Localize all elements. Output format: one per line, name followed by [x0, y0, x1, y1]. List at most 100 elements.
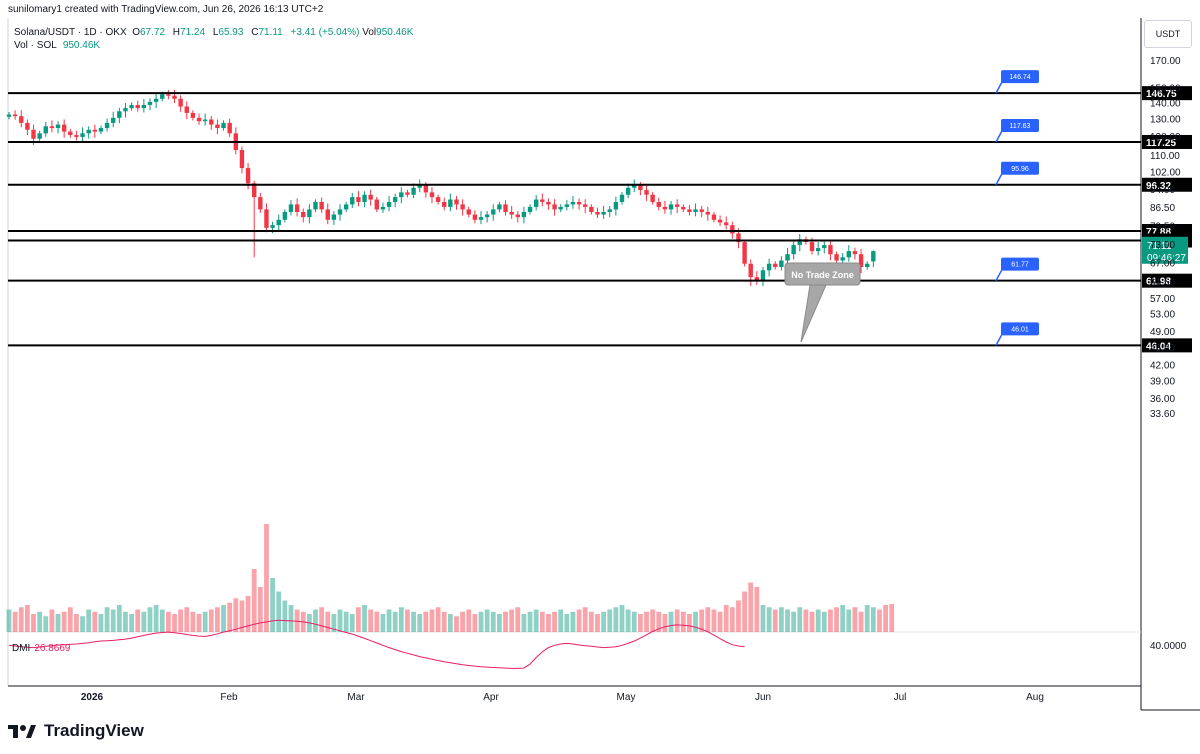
candle-body	[773, 263, 778, 268]
time-tick-label: Apr	[483, 692, 499, 703]
candle-body	[717, 219, 723, 223]
symbol-name[interactable]: Solana/USDT · 1D · OKX	[14, 27, 127, 38]
candle-body	[386, 201, 392, 207]
candle-body	[356, 197, 361, 202]
volume-bar	[497, 614, 502, 632]
price-tick-label: 150.00	[1150, 83, 1181, 94]
currency-button[interactable]: USDT	[1144, 20, 1192, 48]
volume-bar	[251, 569, 257, 632]
candle-body	[111, 117, 116, 123]
volume-bar	[337, 609, 343, 632]
candle-body	[822, 245, 827, 249]
open-value: 67.72	[139, 27, 166, 38]
candle-body	[705, 211, 711, 215]
volume-bar	[447, 614, 453, 632]
volume-bar	[748, 582, 754, 632]
volume-bar	[809, 611, 815, 632]
volume-bar	[172, 614, 177, 632]
volume-bar	[12, 611, 18, 632]
last-price-value: 71.11	[1147, 241, 1172, 252]
high-label: H	[172, 27, 181, 38]
volume-bar	[264, 524, 269, 632]
volume-bar	[490, 611, 496, 632]
level-price-label: 96.32	[1146, 181, 1171, 192]
volume-bar	[539, 611, 545, 632]
volume-bar	[527, 611, 533, 632]
candle-body	[687, 209, 692, 212]
level-tag-box[interactable]	[1001, 70, 1039, 84]
bar-countdown: 09:46:27	[1147, 253, 1186, 264]
volume-bar	[190, 611, 196, 632]
candle-body	[840, 257, 845, 261]
candle-body	[49, 126, 55, 129]
candle-body	[80, 133, 85, 137]
time-tick-label: May	[617, 692, 636, 703]
candle-body	[589, 206, 594, 212]
candle-body	[533, 199, 539, 207]
volume-bar	[178, 609, 184, 632]
symbol-legend[interactable]: Solana/USDT · 1D · OKX O67.72 H71.24 L65…	[14, 27, 418, 38]
candle-body	[632, 185, 637, 188]
price-tick-label: 73.00	[1150, 240, 1175, 251]
candle-body	[834, 254, 839, 261]
candle-body	[448, 199, 453, 207]
volume-bar	[405, 609, 410, 632]
candle-body	[270, 225, 275, 228]
volume-bar	[80, 616, 85, 632]
level-price-label: 46.04	[1146, 341, 1171, 352]
volume-bar	[601, 611, 607, 632]
candle-body	[429, 192, 435, 198]
volume-bar	[411, 611, 416, 632]
candle-body	[576, 201, 582, 205]
volume-bar	[441, 611, 447, 632]
candle-body	[619, 194, 625, 202]
candle-body	[503, 204, 508, 212]
volume-bar	[650, 609, 656, 632]
level-price-tag	[1142, 134, 1192, 149]
candle-body	[442, 201, 447, 207]
candle-body	[711, 214, 717, 220]
candle-body	[662, 206, 668, 210]
volume-bar	[662, 614, 668, 632]
level-price-tag	[1142, 86, 1192, 101]
candle-body	[190, 112, 196, 118]
last-price-badge	[1142, 236, 1188, 264]
candle-body	[135, 104, 140, 109]
level-tag-box[interactable]	[1001, 161, 1039, 175]
tradingview-brand: TradingView	[44, 721, 144, 740]
candle-body	[865, 263, 870, 268]
level-tag-box[interactable]	[1001, 322, 1039, 336]
volume-bar	[791, 611, 797, 632]
dmi-line	[8, 619, 745, 669]
candle-body	[31, 129, 36, 139]
candle-body	[871, 251, 876, 262]
level-tag-box[interactable]	[1001, 257, 1039, 271]
level-tag-label: 146.74	[1009, 74, 1031, 81]
volume-legend-value: 950.46K	[62, 40, 101, 51]
open-label: O	[132, 27, 140, 38]
candle-body	[435, 197, 441, 202]
volume-legend[interactable]: Vol · SOL 950.46K	[14, 40, 100, 51]
candle-body	[184, 106, 189, 113]
volume-bar	[533, 609, 539, 632]
level-price-label: 117.25	[1146, 138, 1176, 149]
candle-body	[196, 117, 202, 122]
candle-body	[674, 204, 680, 207]
volume-bar	[815, 609, 821, 632]
volume-bar	[736, 600, 741, 632]
volume-bar	[221, 605, 226, 632]
volume-bar	[576, 609, 582, 632]
level-tag-box[interactable]	[1001, 118, 1039, 132]
volume-bar	[319, 607, 325, 632]
callout-pointer	[800, 284, 827, 343]
volume-bar	[208, 609, 214, 632]
price-tick-label: 53.00	[1150, 310, 1175, 321]
volume-bar	[656, 611, 662, 632]
candle-body	[736, 233, 741, 243]
dmi-legend[interactable]: DMI 26.8669	[12, 643, 71, 654]
volume-bar	[392, 611, 398, 632]
volume-bar	[67, 607, 73, 632]
time-tick-label: Aug	[1026, 692, 1044, 703]
candle-body	[527, 206, 533, 212]
